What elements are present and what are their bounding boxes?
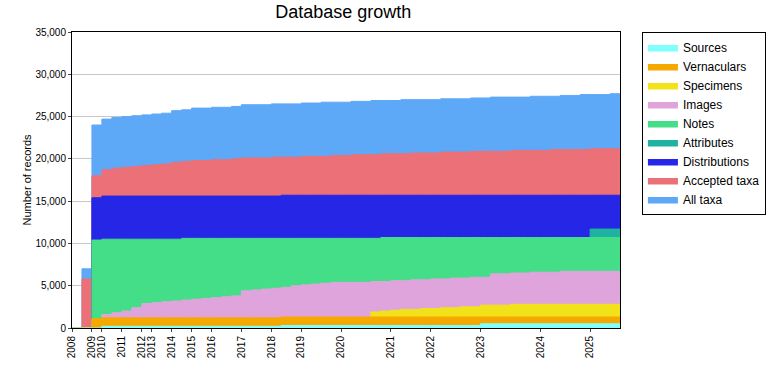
svg-text:2013: 2013 — [146, 336, 157, 359]
svg-text:15,000: 15,000 — [35, 196, 66, 207]
svg-text:2012: 2012 — [136, 336, 147, 359]
svg-text:Attributes: Attributes — [683, 136, 734, 150]
svg-text:0: 0 — [60, 323, 66, 334]
svg-text:2011: 2011 — [116, 336, 127, 358]
svg-text:35,000: 35,000 — [35, 27, 66, 38]
svg-text:2014: 2014 — [166, 336, 177, 359]
svg-text:Sources: Sources — [683, 41, 727, 55]
svg-text:2018: 2018 — [266, 336, 277, 359]
svg-text:Accepted taxa: Accepted taxa — [683, 174, 759, 188]
svg-text:Distributions: Distributions — [683, 155, 749, 169]
svg-text:2010: 2010 — [96, 336, 107, 359]
svg-text:2025: 2025 — [584, 336, 595, 359]
svg-text:Specimens: Specimens — [683, 79, 742, 93]
svg-text:2009: 2009 — [86, 336, 97, 359]
svg-text:Vernaculars: Vernaculars — [683, 60, 746, 74]
svg-text:2008: 2008 — [66, 336, 77, 359]
svg-text:30,000: 30,000 — [35, 69, 66, 80]
svg-text:2024: 2024 — [535, 336, 546, 359]
svg-text:10,000: 10,000 — [35, 238, 66, 249]
svg-text:All taxa: All taxa — [683, 193, 723, 207]
svg-text:5,000: 5,000 — [41, 280, 66, 291]
svg-text:Notes: Notes — [683, 117, 714, 131]
svg-text:2017: 2017 — [236, 336, 247, 359]
svg-text:2022: 2022 — [425, 336, 436, 359]
svg-text:2015: 2015 — [186, 336, 197, 359]
svg-text:Database growth: Database growth — [275, 2, 411, 22]
svg-text:Images: Images — [683, 98, 722, 112]
svg-text:2020: 2020 — [335, 336, 346, 359]
svg-text:2021: 2021 — [385, 336, 396, 359]
svg-text:2023: 2023 — [475, 336, 486, 359]
svg-text:25,000: 25,000 — [35, 111, 66, 122]
svg-text:2016: 2016 — [206, 336, 217, 359]
svg-text:20,000: 20,000 — [35, 153, 66, 164]
svg-text:2019: 2019 — [295, 336, 306, 359]
svg-text:Number of records: Number of records — [21, 134, 33, 226]
